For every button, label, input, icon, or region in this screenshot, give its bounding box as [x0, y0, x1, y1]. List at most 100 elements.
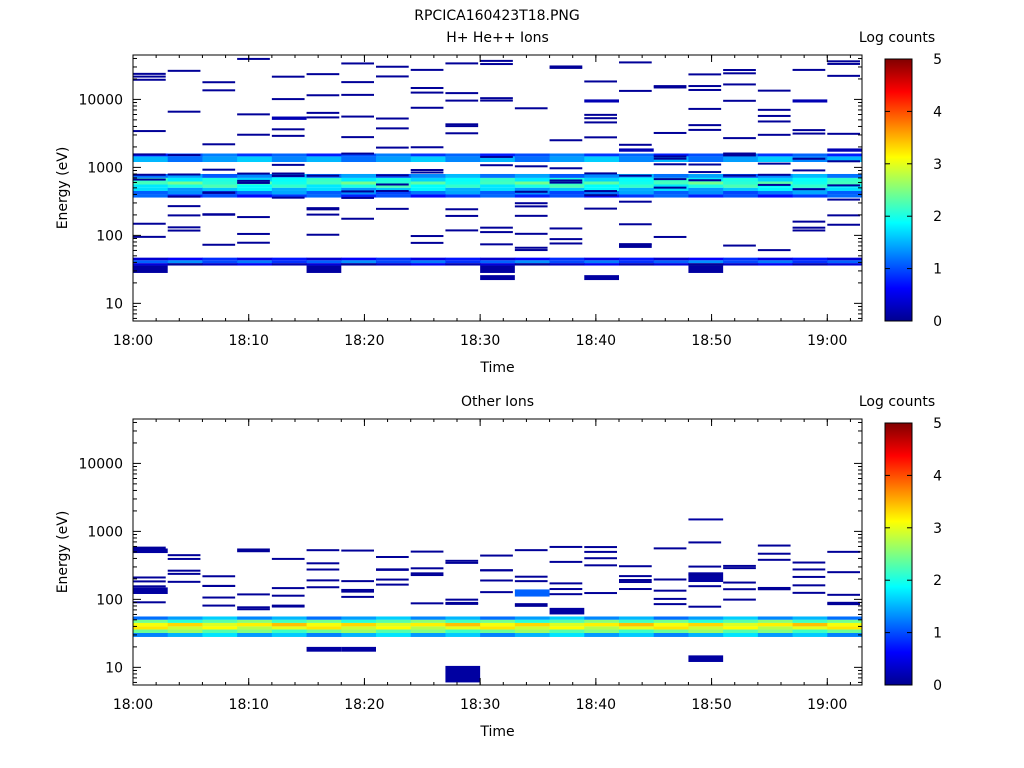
- band-bin: [653, 187, 689, 191]
- band-bin: [653, 619, 689, 623]
- band-bin: [271, 629, 308, 634]
- count-line: [688, 85, 722, 88]
- band-bin: [271, 257, 308, 261]
- count-line: [133, 546, 166, 549]
- band-bin: [688, 622, 724, 627]
- band-bin: [376, 190, 412, 195]
- band-bin: [723, 626, 759, 630]
- count-line: [167, 580, 201, 583]
- count-line: [653, 131, 687, 134]
- band-bin: [237, 629, 273, 634]
- count-bin: [306, 646, 342, 652]
- count-line: [480, 164, 513, 167]
- count-line: [549, 227, 583, 230]
- count-bin: [341, 646, 376, 652]
- band-bin: [376, 184, 412, 188]
- count-line: [653, 155, 687, 158]
- count-line: [792, 129, 826, 132]
- band-bin: [376, 616, 412, 620]
- count-line: [619, 223, 652, 226]
- colorbar-label: Log counts: [859, 394, 935, 410]
- count-line: [653, 178, 687, 181]
- count-line: [619, 89, 652, 92]
- band-bin: [237, 257, 273, 261]
- count-line: [271, 128, 305, 131]
- band-bin: [445, 153, 481, 157]
- band-bin: [237, 194, 273, 198]
- count-line: [584, 117, 617, 120]
- band-bin: [514, 194, 551, 198]
- band-bin: [306, 629, 342, 634]
- band-bin: [202, 184, 238, 188]
- band-bin: [133, 260, 169, 264]
- band-bin: [827, 177, 862, 182]
- count-line: [480, 591, 513, 594]
- band-bin: [271, 619, 308, 623]
- x-tick-label: 18:40: [576, 697, 616, 713]
- count-line: [341, 136, 374, 139]
- band-bin: [792, 616, 828, 620]
- count-line: [827, 160, 860, 163]
- band-bin: [827, 622, 862, 627]
- band-bin: [271, 177, 308, 182]
- band-bin: [237, 263, 273, 266]
- band-bin: [341, 619, 377, 623]
- band-bin: [306, 622, 342, 627]
- band-bin: [410, 619, 446, 623]
- count-line: [271, 604, 305, 607]
- band-bin: [202, 153, 238, 157]
- count-line: [445, 561, 479, 564]
- count-line: [237, 550, 270, 553]
- count-line: [688, 179, 722, 182]
- count-line: [584, 546, 617, 549]
- band-bin: [619, 622, 655, 627]
- band-bin: [619, 616, 655, 620]
- count-line: [757, 114, 791, 117]
- band-bin: [202, 263, 238, 266]
- count-line: [584, 80, 617, 83]
- count-line: [167, 69, 201, 72]
- count-line: [827, 198, 860, 201]
- count-line: [514, 202, 548, 205]
- band-bin: [167, 181, 203, 185]
- band-bin: [167, 616, 203, 620]
- band-bin: [202, 194, 238, 198]
- count-line: [133, 601, 166, 604]
- band-bin: [410, 181, 446, 185]
- band-bin: [757, 616, 794, 620]
- count-line: [133, 153, 166, 156]
- band-bin: [133, 173, 169, 178]
- count-line: [202, 89, 236, 92]
- count-line: [376, 583, 409, 586]
- count-line: [792, 575, 826, 578]
- count-line: [757, 249, 791, 252]
- band-bin: [341, 184, 377, 188]
- count-line: [514, 246, 548, 249]
- band-bin: [376, 187, 412, 191]
- count-line: [653, 589, 687, 592]
- colorbar-gradient: [884, 422, 913, 686]
- band-bin: [480, 626, 516, 630]
- count-line: [757, 173, 791, 176]
- count-line: [514, 249, 548, 252]
- count-line: [480, 243, 513, 246]
- count-bin: [688, 518, 724, 521]
- count-line: [306, 174, 340, 177]
- colorbar-tick-label: 2: [933, 573, 942, 589]
- count-line: [202, 143, 236, 146]
- count-line: [410, 550, 444, 553]
- count-line: [306, 586, 340, 589]
- band-bin: [688, 629, 724, 634]
- count-line: [792, 132, 826, 135]
- band-bin: [480, 156, 516, 163]
- band-bin: [341, 177, 377, 182]
- band-bin: [202, 177, 238, 182]
- colorbar: 0 1 2 3 4 5 Log counts: [859, 394, 942, 694]
- count-line: [306, 94, 340, 97]
- band-bin: [723, 177, 759, 182]
- band-bin: [653, 626, 689, 630]
- count-line: [514, 604, 548, 607]
- band-bin: [584, 156, 620, 163]
- band-bin: [619, 177, 655, 182]
- band-bin: [757, 156, 794, 163]
